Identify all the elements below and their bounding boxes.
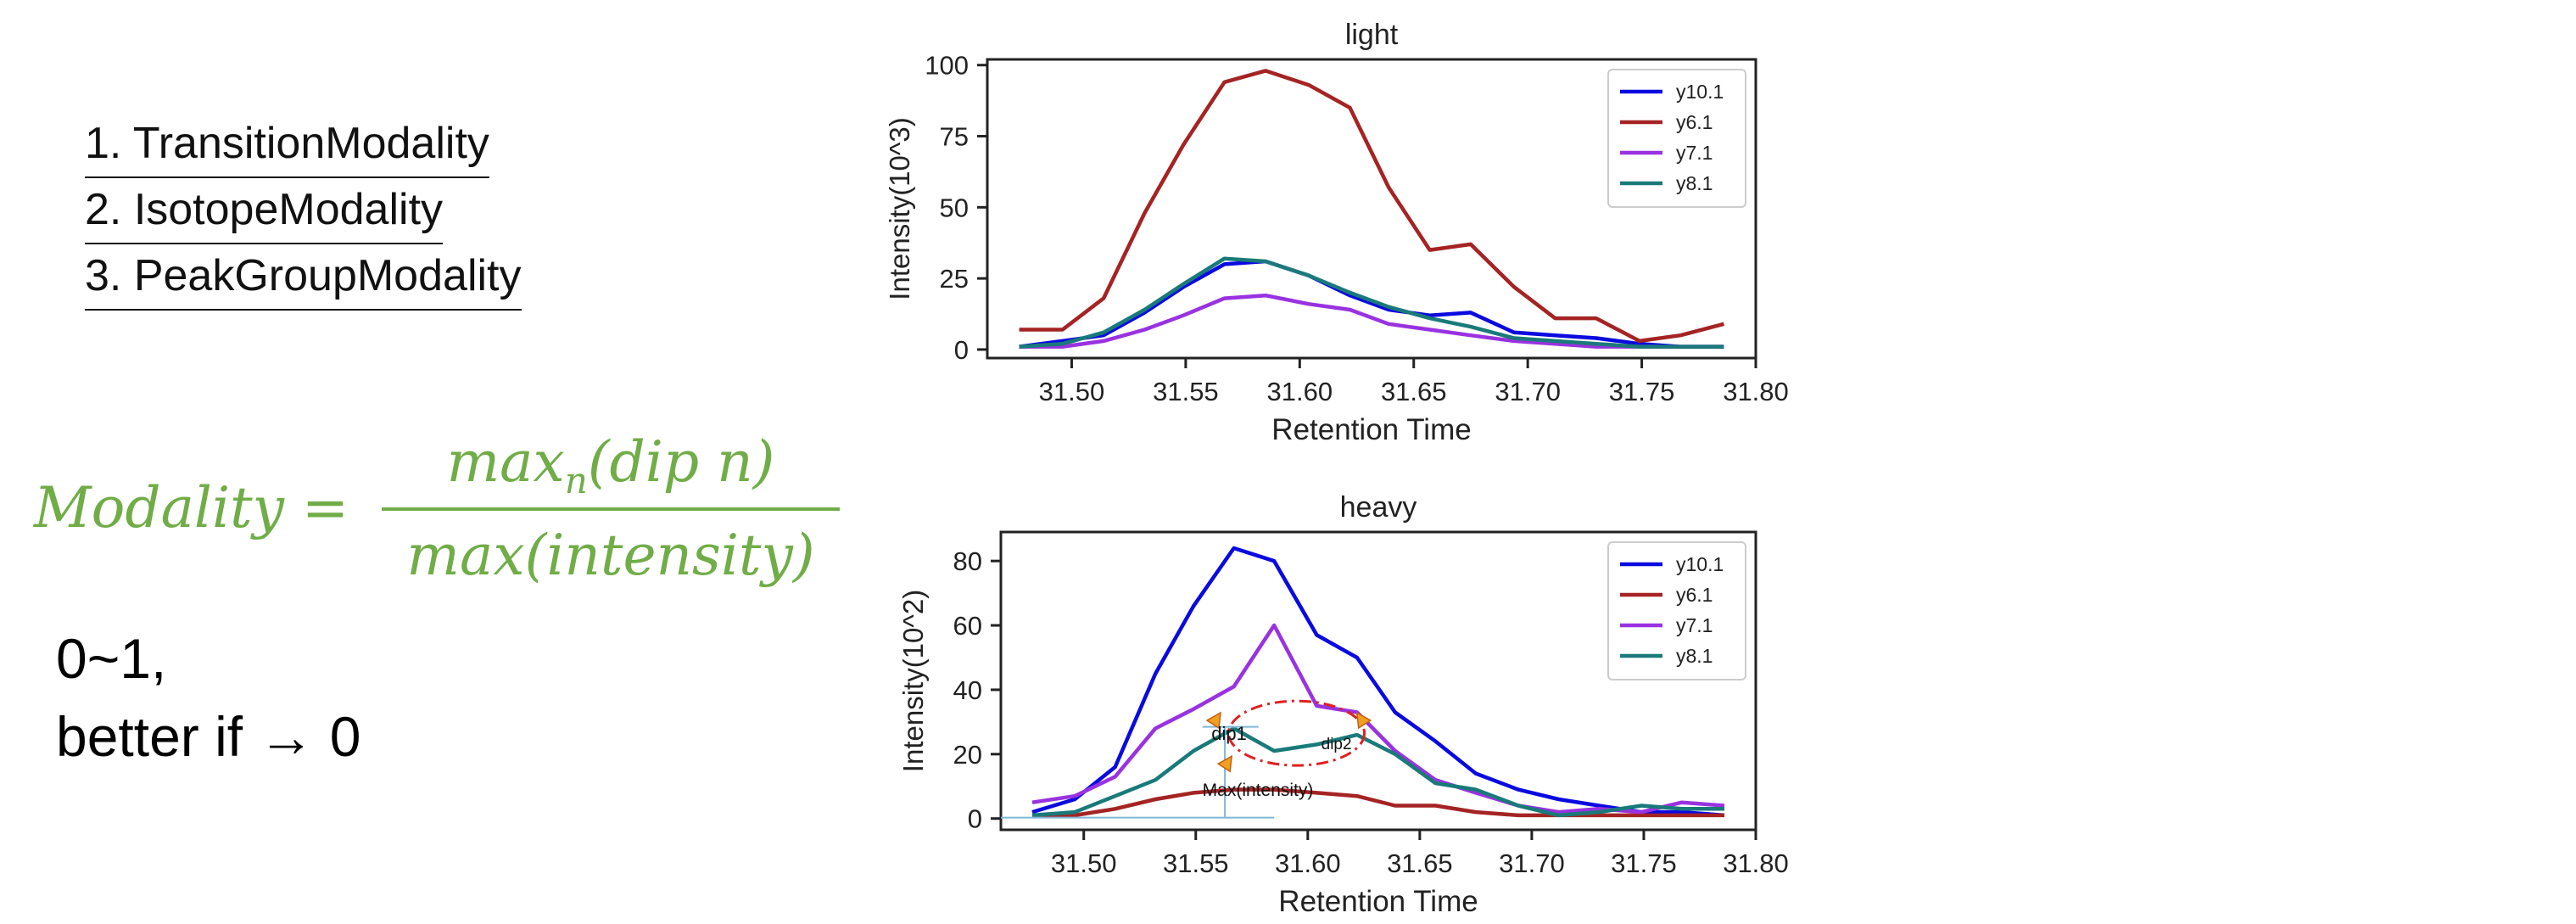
list-item: 3. PeakGroupModality bbox=[85, 243, 522, 311]
legend-label: y6.1 bbox=[1676, 584, 1713, 606]
formula-lhs: Modality = bbox=[34, 475, 349, 540]
plot-frame bbox=[986, 58, 1757, 360]
x-tick-label: 31.60 bbox=[1275, 848, 1341, 878]
x-tick-label: 31.75 bbox=[1611, 848, 1677, 878]
formula-numerator-rest: (dip n) bbox=[587, 429, 775, 495]
formula-fraction: maxn(dip n) max(intensity) bbox=[382, 424, 840, 594]
y-tick-label: 50 bbox=[940, 193, 969, 222]
x-tick-label: 31.60 bbox=[1267, 377, 1333, 406]
x-axis-label: Retention Time bbox=[1271, 413, 1471, 446]
series-line-y7.1 bbox=[1019, 293, 1724, 349]
series-line-y10.1 bbox=[1019, 259, 1724, 349]
dip-annotations: dip1 dip2 Max(intensity) bbox=[1001, 699, 1372, 819]
note-line-2: better if → 0 bbox=[56, 705, 361, 768]
note-line-1: 0~1, bbox=[56, 627, 167, 690]
y-tick-label: 100 bbox=[925, 51, 969, 81]
series-line-y6.1 bbox=[1032, 787, 1724, 818]
x-tick-label: 31.50 bbox=[1039, 377, 1105, 406]
dip1-label: dip1 bbox=[1211, 723, 1247, 744]
modality-note: 0~1, better if → 0 bbox=[56, 619, 361, 776]
x-tick-label: 31.65 bbox=[1387, 848, 1453, 878]
x-tick-label: 31.55 bbox=[1153, 377, 1219, 406]
series-line-y10.1 bbox=[1031, 546, 1725, 818]
dip-marker bbox=[1355, 711, 1372, 730]
dip-marker bbox=[1205, 711, 1221, 730]
dip-marker bbox=[1216, 754, 1233, 773]
y-tick-label: 0 bbox=[968, 804, 982, 834]
x-tick-label: 31.50 bbox=[1051, 848, 1117, 878]
list-item: 2. IsotopeModality bbox=[85, 176, 444, 244]
y-axis-label: Intensity(10^2) bbox=[897, 590, 929, 772]
y-tick-label: 75 bbox=[940, 122, 969, 152]
y-axis-label: Intensity(10^3) bbox=[884, 117, 915, 300]
y-tick-label: 60 bbox=[953, 611, 982, 641]
x-tick-label: 31.75 bbox=[1609, 377, 1675, 406]
legend-label: y7.1 bbox=[1676, 614, 1713, 636]
fraction-bar bbox=[382, 507, 840, 511]
x-tick-label: 31.70 bbox=[1495, 377, 1561, 406]
list-item: 1. TransitionModality bbox=[85, 110, 489, 178]
y-tick-label: 80 bbox=[953, 546, 982, 576]
series-line-y6.1 bbox=[1019, 69, 1724, 344]
x-tick-label: 31.70 bbox=[1499, 848, 1565, 878]
x-tick-label: 31.65 bbox=[1381, 377, 1447, 406]
legend-label: y10.1 bbox=[1676, 81, 1724, 103]
y-tick-label: 0 bbox=[954, 335, 969, 365]
formula-numerator-sub: n bbox=[564, 460, 588, 502]
chart-title: light bbox=[1345, 19, 1399, 51]
x-tick-label: 31.55 bbox=[1163, 848, 1229, 878]
series-line-y8.1 bbox=[1031, 726, 1724, 818]
legend-box bbox=[1607, 541, 1746, 680]
series-line-y8.1 bbox=[1019, 256, 1724, 349]
chart-light: light 31.50 31.55 31.60 31.65 31.70 31.75 31.80… bbox=[884, 19, 1789, 446]
formula-numerator: maxn(dip n) bbox=[382, 424, 840, 501]
legend-label: y10.1 bbox=[1676, 553, 1724, 575]
x-tick-label: 31.80 bbox=[1723, 848, 1789, 878]
y-tick-label: 40 bbox=[953, 675, 982, 705]
formula-denominator: max(intensity) bbox=[406, 523, 815, 588]
max-intensity-label: Max(intensity) bbox=[1203, 781, 1314, 800]
chart-title: heavy bbox=[1340, 491, 1417, 524]
legend-label: y8.1 bbox=[1676, 172, 1713, 194]
modality-list: 1. TransitionModality 2. IsotopeModality… bbox=[85, 110, 522, 311]
legend: y10.1 y6.1 y7.1 y8.1 bbox=[1607, 69, 1746, 208]
legend: y10.1 y6.1 y7.1 y8.1 bbox=[1607, 541, 1746, 680]
legend-label: y6.1 bbox=[1676, 111, 1713, 133]
formula-numerator-main: max bbox=[446, 429, 565, 495]
legend-label: y7.1 bbox=[1676, 142, 1713, 164]
dip2-label: dip2 bbox=[1322, 736, 1352, 753]
x-axis-label: Retention Time bbox=[1278, 885, 1478, 918]
chart-heavy: heavy 31.50 31.55 31.60 31.65 31.70 31.75 31.80… bbox=[897, 491, 1789, 918]
legend-label: y8.1 bbox=[1676, 645, 1713, 667]
y-tick-label: 20 bbox=[953, 740, 982, 770]
dip-ellipse bbox=[1227, 699, 1366, 767]
plot-frame bbox=[999, 530, 1757, 832]
legend-box bbox=[1607, 69, 1746, 208]
y-tick-label: 25 bbox=[940, 264, 969, 294]
x-tick-label: 31.80 bbox=[1723, 377, 1789, 406]
